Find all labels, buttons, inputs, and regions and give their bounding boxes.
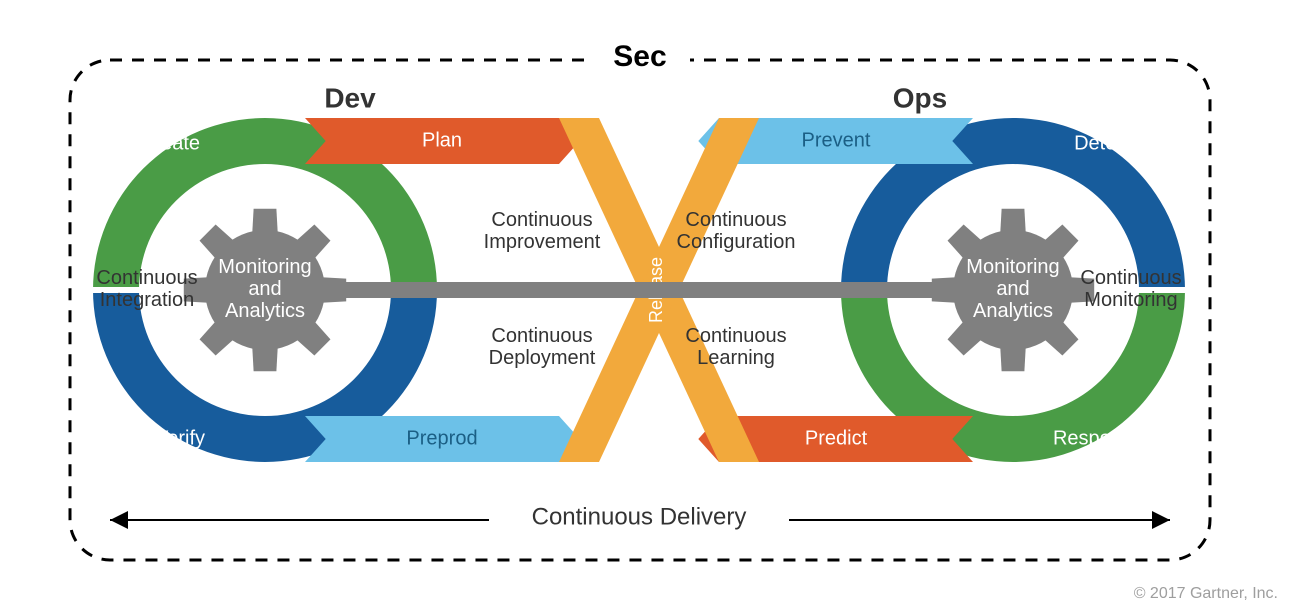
dev-heading: Dev (324, 82, 376, 113)
continuous-configuration: ContinuousConfiguration (677, 209, 796, 253)
detect-label: Detect (1074, 132, 1132, 154)
prevent-label: Prevent (802, 129, 871, 151)
continuous-monitoring: ContinuousMonitoring (1080, 267, 1181, 311)
copyright: © 2017 Gartner, Inc. (1134, 585, 1278, 602)
arrow-head-right (1152, 511, 1170, 529)
continuous-deployment: ContinuousDeployment (489, 325, 596, 369)
continuous-improvement: ContinuousImprovement (484, 209, 601, 253)
ops-heading: Ops (893, 82, 947, 113)
connector-bar (265, 282, 1013, 298)
respond-label: Respond (1053, 427, 1133, 449)
create-label: Create (140, 132, 200, 154)
preprod-label: Preprod (406, 427, 477, 449)
sec-label: Sec (613, 40, 666, 73)
continuous-delivery-label: Continuous Delivery (532, 503, 747, 530)
plan-label: Plan (422, 129, 462, 151)
predict-label: Predict (805, 427, 868, 449)
verify-label: Verify (155, 427, 205, 449)
continuous-learning: ContinuousLearning (685, 325, 786, 369)
continuous-integration: ContinuousIntegration (96, 267, 197, 311)
arrow-head-left (110, 511, 128, 529)
